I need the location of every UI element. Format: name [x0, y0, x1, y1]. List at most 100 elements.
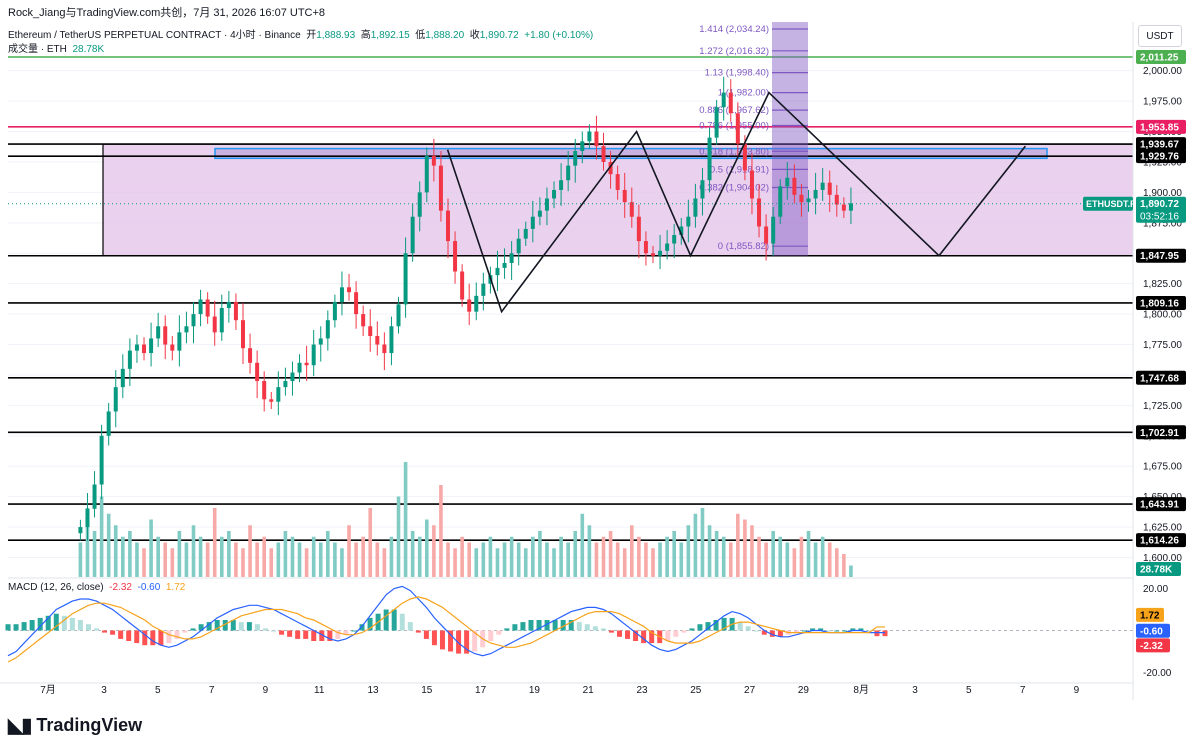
candle-body [78, 527, 83, 534]
candle-body [764, 226, 769, 244]
candle-body [339, 287, 344, 302]
macd-histogram-bar [584, 624, 590, 631]
candle-body [721, 92, 726, 108]
volume-bar [608, 531, 613, 577]
volume-bar [205, 542, 210, 577]
candle-body [573, 151, 578, 166]
time-tick-label: 25 [690, 685, 702, 696]
level-price-tag: 2,011.25 [1140, 52, 1179, 63]
candle-body [375, 336, 380, 345]
volume-bar [679, 542, 684, 577]
macd-histogram-bar [102, 630, 108, 633]
candle-body [495, 267, 500, 276]
volume-bar [78, 542, 83, 577]
candle-body [622, 189, 627, 203]
volume-bar [262, 536, 266, 577]
price-tick-label: 1,625.00 [1143, 523, 1182, 534]
macd-histogram-bar [592, 626, 598, 631]
volume-bar [523, 548, 528, 577]
volume-bar [424, 519, 429, 577]
brand-name: TradingView [36, 715, 143, 735]
macd-hist-tag: -2.32 [1140, 641, 1163, 652]
candle-body [410, 216, 415, 254]
volume-value: 28.78K [72, 44, 105, 55]
high-label: 高 [360, 30, 371, 41]
macd-histogram-bar [874, 630, 880, 637]
macd-histogram-bar [37, 617, 43, 631]
candle-body [566, 165, 571, 181]
symbol-name[interactable]: Ethereum / TetherUS PERPETUAL CONTRACT ·… [8, 30, 301, 41]
volume-bar [516, 542, 521, 577]
volume-bar [750, 525, 754, 577]
volume-bar [368, 508, 373, 577]
candle-body [127, 350, 132, 369]
candle-body [445, 210, 450, 242]
volume-bar [340, 548, 344, 577]
candle-body [113, 387, 118, 412]
volume-tag-bg [1136, 562, 1181, 576]
macd-histogram-bar [77, 620, 83, 631]
volume-bar [389, 536, 394, 577]
macd-histogram-bar [206, 622, 212, 631]
volume-bar [432, 525, 436, 577]
candle-body [728, 92, 733, 114]
macd-histogram-bar [858, 628, 864, 631]
last-price-tag-bg [1136, 196, 1186, 223]
macd-histogram-bar [238, 622, 244, 631]
level-price-tag-bg [1136, 370, 1186, 385]
macd-histogram-bar [21, 622, 27, 631]
volume-bar [502, 542, 507, 577]
volume-bar [128, 531, 132, 577]
candle-body [276, 387, 281, 402]
macd-histogram-bar [448, 630, 454, 652]
candle-body [509, 253, 514, 263]
level-price-tag: 1,929.76 [1140, 152, 1179, 163]
macd-histogram-bar [295, 630, 301, 639]
candle-body [163, 326, 168, 345]
volume-bar [552, 548, 556, 577]
macd-line-tag-bg [1136, 623, 1170, 638]
volume-legend: 成交量 · ETH 28.78K [8, 40, 104, 55]
candle-body [283, 381, 288, 388]
price-tick-label: 1,775.00 [1143, 340, 1182, 351]
candle-body [431, 155, 436, 166]
candle-body [297, 362, 302, 373]
volume-bar [410, 531, 415, 577]
volume-bar [361, 536, 365, 577]
currency-button[interactable]: USDT [1138, 25, 1182, 47]
change-value: +1.80 (+0.10%) [524, 30, 594, 41]
volume-bar [757, 536, 761, 577]
volume-bar [622, 548, 627, 577]
macd-histogram-bar [745, 626, 751, 631]
candle-body [643, 241, 648, 254]
candle-body [149, 338, 154, 354]
macd-histogram-bar [608, 630, 614, 633]
price-axis: 1,600.001,625.001,650.001,675.001,700.00… [1083, 0, 1199, 700]
volume-bar [85, 508, 90, 577]
candle-body [191, 314, 196, 327]
range-zone [102, 143, 1141, 257]
macd-histogram-bar [359, 624, 365, 631]
resistance-band [214, 147, 1048, 160]
fib-level-label: 1 (1,982.00) [718, 88, 769, 99]
volume-bar [283, 531, 288, 577]
macd-histogram-bar [45, 615, 51, 631]
macd-histogram-bar [810, 628, 816, 631]
volume-bar [728, 542, 733, 577]
macd-histogram-bar [705, 622, 711, 631]
time-tick-label: 23 [636, 685, 648, 696]
candle-body [156, 326, 161, 339]
volume-tag: 28.78K [1140, 565, 1173, 576]
candle-body [134, 344, 139, 351]
macd-histogram-bar [279, 630, 285, 635]
volume-bar [219, 536, 224, 577]
candle-body [799, 194, 804, 203]
candle-body [848, 203, 853, 211]
level-price-tag: 1,643.91 [1140, 500, 1179, 511]
macd-histogram-bar [456, 630, 462, 654]
candle-body [580, 141, 585, 152]
candle-body [813, 189, 818, 199]
macd-histogram-bar [351, 630, 357, 632]
time-tick-label: 27 [744, 685, 756, 696]
